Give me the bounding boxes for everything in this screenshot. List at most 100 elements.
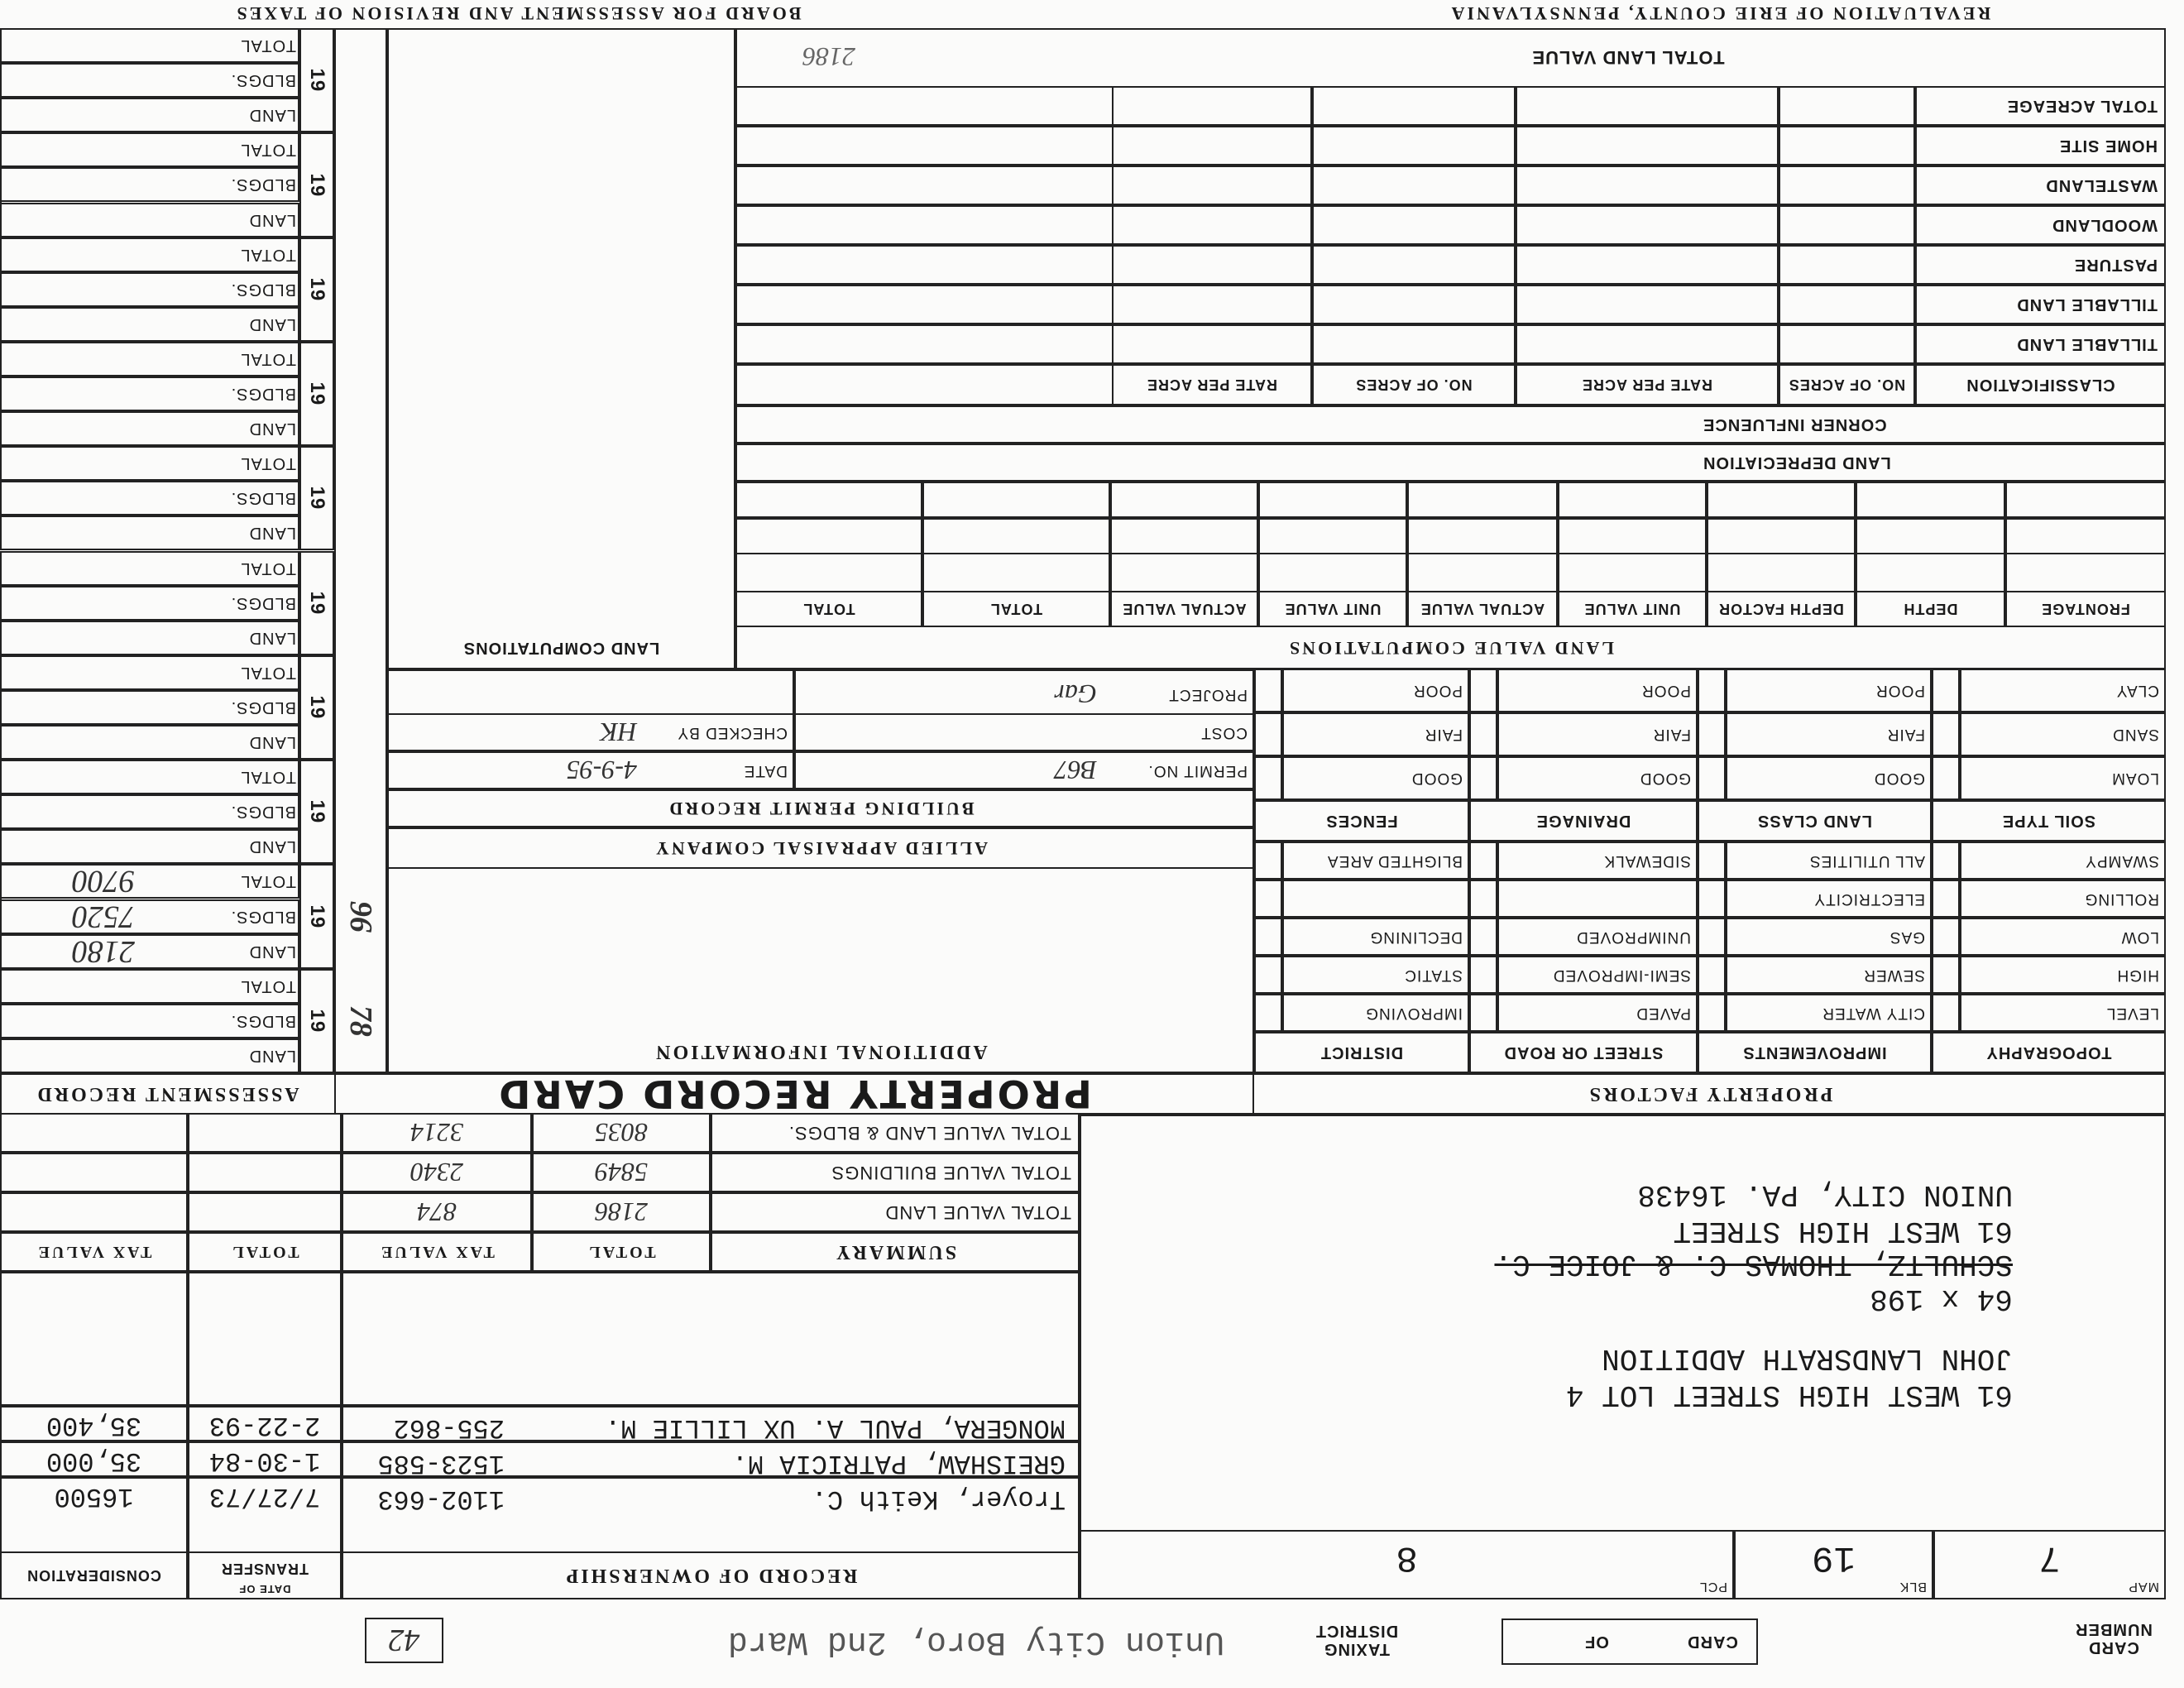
assessment-label: TOTAL: [240, 36, 296, 55]
transfer-date: 7/27/73: [208, 1481, 321, 1512]
land-col-header: TOTAL: [802, 601, 855, 617]
factor-item: POOR: [1875, 682, 1925, 700]
class-col-header: NO. OF ACRES: [1788, 376, 1906, 393]
assessment-label: TOTAL: [240, 349, 296, 368]
date-label: TRANSFER: [221, 1561, 309, 1577]
factor-item: LOAM: [2111, 770, 2159, 788]
permit-title: BUILDING PERMIT RECORD: [667, 798, 975, 819]
factor-item: SWAMPY: [2085, 852, 2159, 870]
transfer-date: 2-22-93: [208, 1410, 321, 1441]
assessment-label: LAND: [248, 733, 296, 752]
consideration-label: CONSIDERATION: [26, 1567, 161, 1584]
permit-value: Gar: [1054, 679, 1097, 710]
summary-col-head: TOTAL: [230, 1243, 299, 1262]
summary-col-head: TAX VALUE: [36, 1243, 152, 1262]
assessment-label: LAND: [248, 1046, 296, 1065]
summary-col-head: TAX VALUE: [379, 1243, 495, 1262]
check-cell: [1932, 712, 1960, 756]
factor-header: TOPOGRAPHY: [1985, 1043, 2112, 1062]
right-title: BOARD FOR ASSESSMENT AND REVISION OF TAX…: [234, 3, 802, 24]
land-row-label: CORNER INFLUENCE: [1703, 415, 1887, 434]
summary-value: 5849: [595, 1158, 648, 1188]
assessment-label: BLDGS.: [230, 698, 296, 717]
assessment-value: 2180: [72, 933, 135, 969]
deed-ref: 1523-585: [377, 1448, 505, 1479]
check-cell: [1254, 712, 1282, 756]
class-row-label: WASTELAND: [2045, 176, 2158, 194]
factor-header: STREET OR ROAD: [1503, 1043, 1664, 1062]
assessment-label: BLDGS.: [230, 489, 296, 508]
factor-item: PAVED: [1636, 1005, 1691, 1022]
assessment-label: BLDGS.: [230, 280, 296, 299]
factor-item: POOR: [1641, 682, 1691, 700]
land-col-header: DEPTH: [1903, 601, 1958, 617]
factor-item: ROLLING: [2084, 890, 2159, 908]
factor-item: SAND: [2112, 726, 2159, 744]
summary-value: 2340: [410, 1158, 463, 1188]
summary-row-label: TOTAL VALUE LAND: [884, 1202, 1071, 1223]
assessment-label: BLDGS.: [230, 803, 296, 822]
summary-cell: [188, 1113, 342, 1153]
assessment-label: LAND: [248, 837, 296, 856]
check-cell: [1254, 994, 1282, 1032]
mailing-line: 61 WEST HIGH STREET: [1673, 1214, 2013, 1248]
factor-item: SEWER: [1863, 966, 1925, 984]
factor-item: FAIR: [1424, 726, 1463, 744]
check-cell: [1469, 842, 1497, 880]
land-col-header: UNIT VALUE: [1284, 601, 1382, 617]
class-row-label: TOTAL ACREAGE: [2006, 97, 2158, 115]
consideration: 35,000: [46, 1446, 142, 1476]
factor-item: IMPROVING: [1365, 1005, 1463, 1022]
land-row: [735, 518, 2166, 554]
blk-value: 19: [1812, 1537, 1856, 1578]
permit-label: DATE: [743, 762, 788, 779]
land-col-header: DEPTH FACTOR: [1718, 601, 1844, 617]
land-computations-title: LAND COMPUTATIONS: [462, 639, 660, 658]
additional-title: ADDITIONAL INFORMATION: [654, 1041, 988, 1063]
check-cell: [1254, 880, 1282, 918]
class-row-label: PASTURE: [2073, 256, 2158, 274]
card-number-label: CARD NUMBER: [2075, 1620, 2153, 1657]
company: ALLIED APPRAISAL COMPANY: [653, 838, 989, 859]
check-cell: [1698, 880, 1726, 918]
check-cell: [1254, 756, 1282, 800]
assessment-label: BLDGS.: [230, 593, 296, 612]
summary-value: 874: [417, 1197, 457, 1228]
class-col-header: NO. OF ACRES: [1355, 376, 1473, 393]
total-land-value: 2186: [802, 42, 855, 73]
assessment-label: TOTAL: [240, 454, 296, 473]
date-label-top: DATE OF: [238, 1583, 291, 1595]
class-row-label: TILLABLE LAND: [2016, 295, 2158, 314]
summary-value: 8035: [595, 1118, 648, 1149]
year-handwritten: 96: [343, 900, 379, 933]
check-cell: [1932, 918, 1960, 956]
assessment-value: 9700: [72, 864, 135, 899]
permit-label: COST: [1200, 724, 1248, 741]
land-col-header: ACTUAL VALUE: [1122, 601, 1247, 617]
assessment-label: LAND: [248, 524, 296, 543]
assessment-label: LAND: [248, 628, 296, 647]
factor-item: BLIGHTED AREA: [1327, 852, 1463, 870]
assessment-label: TOTAL: [240, 663, 296, 682]
check-cell: [1469, 918, 1497, 956]
assessment-label: TOTAL: [240, 976, 296, 995]
permit-value: B67: [1054, 755, 1097, 786]
summary-title: SUMMARY: [833, 1241, 957, 1264]
factor-header: DRAINAGE: [1535, 812, 1631, 830]
land-col-header: FRONTAGE: [2041, 601, 2130, 617]
summary-value: 3214: [410, 1118, 463, 1149]
check-cell: [1469, 756, 1497, 800]
permit-label: CHECKED BY: [677, 724, 788, 741]
assessment-label: LAND: [248, 210, 296, 229]
permit-value: 4-9-95: [566, 755, 637, 786]
factor-header: IMPROVEMENTS: [1742, 1043, 1887, 1062]
factor-header: DISTRICT: [1320, 1043, 1404, 1062]
ownership-title: RECORD OF OWNERSHIP: [563, 1565, 858, 1587]
check-cell: [1469, 880, 1497, 918]
assessment-label: BLDGS.: [230, 175, 296, 194]
assessment-label: BLDGS.: [230, 385, 296, 404]
factor-header: SOIL TYPE: [2001, 812, 2096, 830]
check-cell: [1932, 756, 1960, 800]
assessment-label: BLDGS.: [230, 907, 296, 926]
box-number: 42: [388, 1623, 420, 1658]
